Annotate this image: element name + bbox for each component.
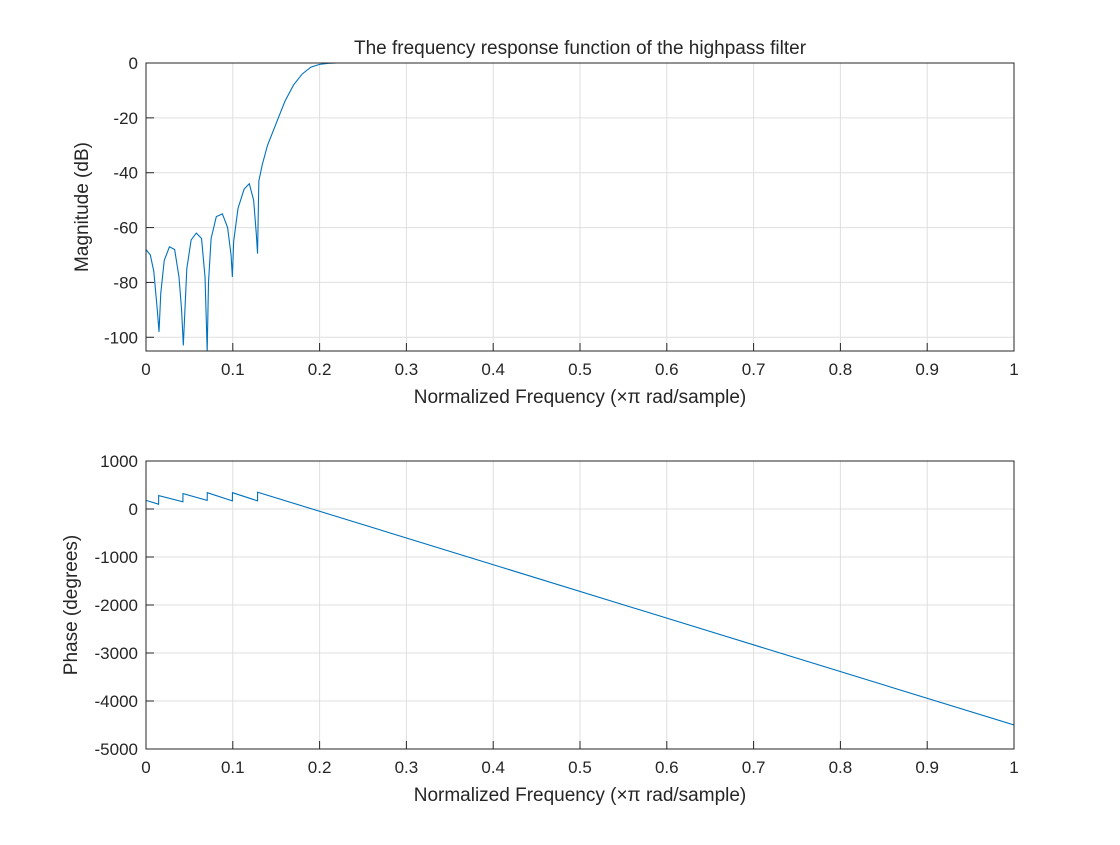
axes-box [145, 62, 1015, 352]
y-tick-label: 0 [129, 500, 138, 519]
y-tick-label: -1000 [95, 548, 138, 567]
y-tick-label: -80 [113, 273, 138, 292]
x-tick-label: 1 [1009, 360, 1018, 379]
x-tick-label: 0.3 [395, 758, 419, 777]
x-tick-label: 0 [141, 360, 150, 379]
y-tick-label: -20 [113, 109, 138, 128]
y-tick-label: 0 [129, 54, 138, 73]
x-tick-label: 0 [141, 758, 150, 777]
x-tick-label: 0.5 [568, 360, 592, 379]
y-tick-label: -40 [113, 164, 138, 183]
y-tick-label: 1000 [100, 452, 138, 471]
x-tick-label: 0.3 [395, 360, 419, 379]
y-axis-label: Phase (degrees) [61, 535, 82, 675]
x-tick-label: 0.2 [308, 758, 332, 777]
chart-title: The frequency response function of the h… [354, 38, 807, 59]
y-tick-label: -3000 [95, 644, 138, 663]
y-tick-label: -60 [113, 219, 138, 238]
y-tick-label: -5000 [95, 740, 138, 759]
y-tick-label: -4000 [95, 692, 138, 711]
x-tick-label: 0.7 [742, 360, 766, 379]
x-tick-label: 0.5 [568, 758, 592, 777]
x-tick-label: 0.9 [915, 360, 939, 379]
x-tick-label: 0.1 [221, 360, 245, 379]
y-tick-label: -2000 [95, 596, 138, 615]
x-tick-label: 0.1 [221, 758, 245, 777]
x-tick-label: 0.9 [915, 758, 939, 777]
x-tick-label: 0.4 [481, 360, 505, 379]
y-tick-label: -100 [104, 328, 138, 347]
series-line [146, 491, 1014, 726]
x-tick-label: 0.8 [829, 360, 853, 379]
x-axis-label: Normalized Frequency (×π rad/sample) [414, 785, 747, 806]
x-tick-label: 0.6 [655, 360, 679, 379]
x-tick-label: 0.4 [481, 758, 505, 777]
x-tick-label: 0.8 [829, 758, 853, 777]
y-axis-label: Magnitude (dB) [72, 142, 93, 272]
x-tick-label: 1 [1009, 758, 1018, 777]
phase-plot: 0 0.1 0.2 0.3 0.4 0.5 0.6 0.7 0.8 0.9 1 1000 0 -1000 -… [61, 452, 1019, 806]
magnitude-plot: 0 0.1 0.2 0.3 0.4 0.5 0.6 0.7 0.8 0.9 1 0 -20 -40 -60 -… [72, 38, 1019, 408]
x-tick-label: 0.7 [742, 758, 766, 777]
axes-box [145, 460, 1015, 750]
x-tick-label: 0.2 [308, 360, 332, 379]
series-line [146, 63, 1014, 351]
x-axis-label: Normalized Frequency (×π rad/sample) [414, 387, 747, 408]
x-tick-label: 0.6 [655, 758, 679, 777]
